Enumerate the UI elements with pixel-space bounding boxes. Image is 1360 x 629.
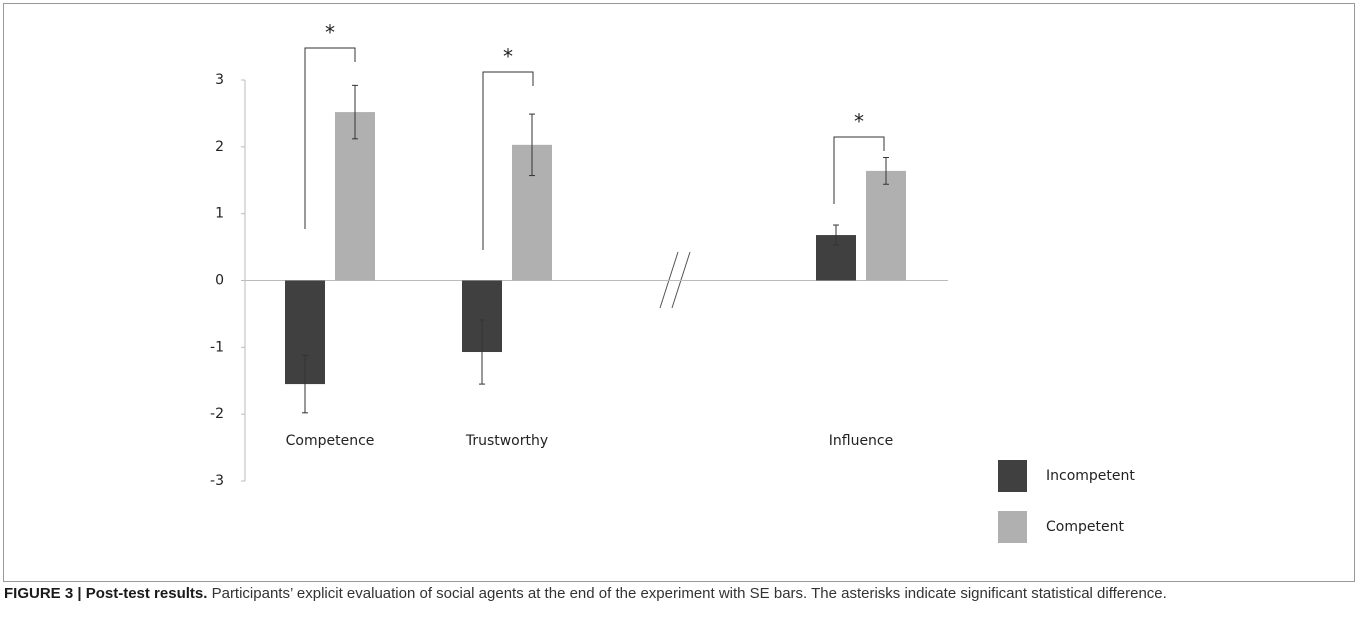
error-bar xyxy=(479,319,485,385)
caption: FIGURE 3 | Post-test results. Participan… xyxy=(4,583,1354,604)
legend-label: Competent xyxy=(1046,519,1124,535)
significance-marker: * xyxy=(503,45,513,69)
caption-label: FIGURE 3 | Post-test results. xyxy=(4,585,208,602)
figure-frame xyxy=(3,3,1355,582)
bar xyxy=(866,170,906,281)
error-bar xyxy=(529,113,535,177)
significance-bracket xyxy=(304,47,356,229)
y-tick-label: -1 xyxy=(210,339,224,355)
y-tick-label: 0 xyxy=(215,273,224,289)
y-tick-label: 3 xyxy=(215,72,224,88)
error-bar xyxy=(352,84,358,140)
caption-text: Participants’ explicit evaluation of soc… xyxy=(211,585,1167,602)
significance-marker: * xyxy=(325,21,335,45)
y-tick-label: -3 xyxy=(210,473,224,489)
significance-bracket xyxy=(482,71,534,250)
error-bar xyxy=(883,157,889,185)
x-tick-label: Competence xyxy=(286,433,375,449)
x-tick-label: Influence xyxy=(829,433,894,449)
y-tick-label: 2 xyxy=(215,139,224,155)
significance-bracket xyxy=(833,136,885,204)
error-bar xyxy=(833,224,839,246)
x-tick-label: Trustworthy xyxy=(465,433,548,449)
legend-label: Incompetent xyxy=(1046,468,1135,484)
significance-marker: * xyxy=(854,110,864,134)
y-tick-label: 1 xyxy=(215,206,224,222)
legend-swatch xyxy=(998,511,1027,543)
legend-swatch xyxy=(998,460,1027,492)
y-tick-label: -2 xyxy=(210,406,224,422)
error-bar xyxy=(302,354,308,414)
bar xyxy=(335,112,375,281)
chart: -3 -2 -1 0 1 2 3 Competence Trustworthy Influence… xyxy=(210,21,1135,543)
